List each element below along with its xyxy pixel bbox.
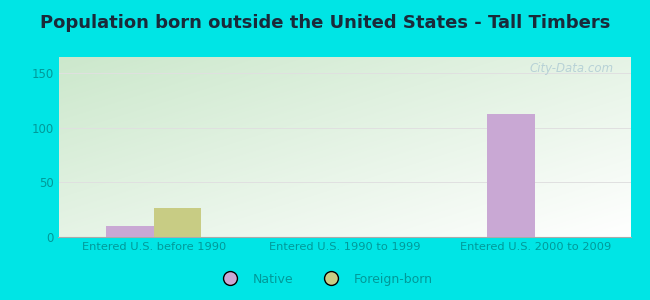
Legend: Native, Foreign-born: Native, Foreign-born: [213, 268, 437, 291]
Bar: [106, 226, 154, 237]
Text: Population born outside the United States - Tall Timbers: Population born outside the United State…: [40, 14, 610, 32]
Bar: [488, 114, 535, 237]
Bar: [154, 208, 202, 237]
Text: City-Data.com: City-Data.com: [529, 62, 614, 75]
